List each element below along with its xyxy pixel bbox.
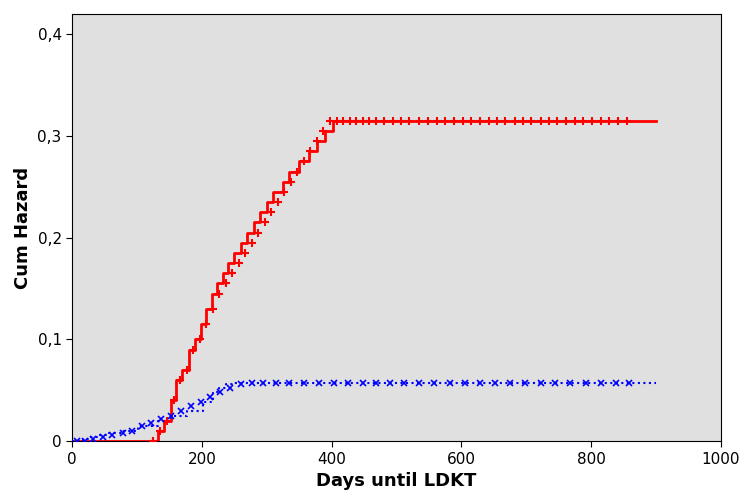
- X-axis label: Days until LDKT: Days until LDKT: [316, 472, 477, 490]
- Y-axis label: Cum Hazard: Cum Hazard: [14, 166, 32, 289]
